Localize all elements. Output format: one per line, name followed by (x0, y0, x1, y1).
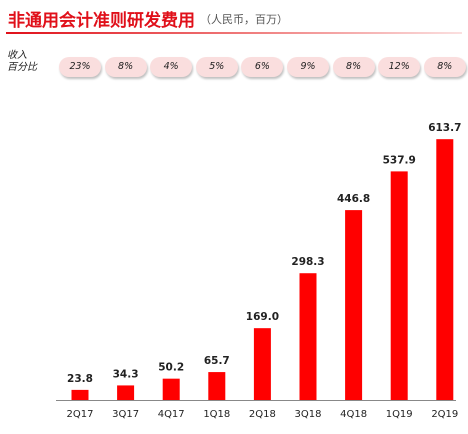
bar-2q19 (436, 139, 454, 401)
revenue-pct-pill-3q17: 8% (104, 57, 147, 77)
revenue-percentage-label-line1: 收入 (7, 50, 27, 61)
x-tick-label-2q19: 2Q19 (431, 409, 458, 420)
data-label-2q18: 169.0 (246, 311, 279, 323)
x-tick-label-3q18: 3Q18 (295, 409, 322, 420)
x-tick-label-1q19: 1Q19 (386, 409, 413, 420)
x-tick-label-2q17: 2Q17 (67, 409, 94, 420)
revenue-pct-pill-1q19: 12% (378, 57, 421, 77)
revenue-percentage-label-line2: 百分比 (7, 62, 37, 73)
bar-1q18 (208, 372, 226, 400)
x-tick-label-4q18: 4Q18 (340, 409, 367, 420)
bar-2q17 (71, 389, 89, 400)
bar-4q18 (345, 210, 363, 400)
title-divider (6, 32, 462, 34)
x-tick-label-3q17: 3Q17 (112, 409, 139, 420)
data-label-4q17: 50.2 (158, 362, 184, 374)
revenue-percentage-label: 收入 百分比 (7, 50, 37, 74)
bar-1q19 (390, 171, 408, 400)
revenue-pct-pill-4q18: 8% (332, 57, 375, 77)
revenue-pct-pill-2q19: 8% (423, 57, 466, 77)
data-label-2q19: 613.7 (428, 122, 461, 134)
revenue-pct-pill-4q17: 4% (150, 57, 193, 77)
x-tick-label-1q18: 1Q18 (203, 409, 230, 420)
data-label-4q18: 446.8 (337, 193, 370, 205)
data-label-2q17: 23.8 (67, 373, 93, 385)
revenue-pct-pill-3q18: 9% (287, 57, 329, 77)
bar-3q18 (299, 273, 317, 400)
revenue-pct-pill-1q18: 5% (195, 57, 238, 77)
bar-2q18 (253, 328, 271, 400)
data-label-3q17: 34.3 (113, 368, 139, 380)
chart-title: 非通用会计准则研发费用 (8, 11, 195, 31)
x-tick-label-2q18: 2Q18 (249, 409, 276, 420)
revenue-pct-pill-2q17: 23% (59, 57, 101, 77)
data-label-3q18: 298.3 (291, 256, 324, 268)
revenue-pct-pill-2q18: 6% (241, 57, 284, 77)
data-label-1q18: 65.7 (204, 355, 230, 367)
chart-subtitle: （人民币，百万） (200, 13, 288, 26)
bar-3q17 (117, 385, 135, 400)
bar-4q17 (162, 378, 180, 400)
x-tick-label-4q17: 4Q17 (158, 409, 185, 420)
data-label-1q19: 537.9 (383, 154, 416, 166)
